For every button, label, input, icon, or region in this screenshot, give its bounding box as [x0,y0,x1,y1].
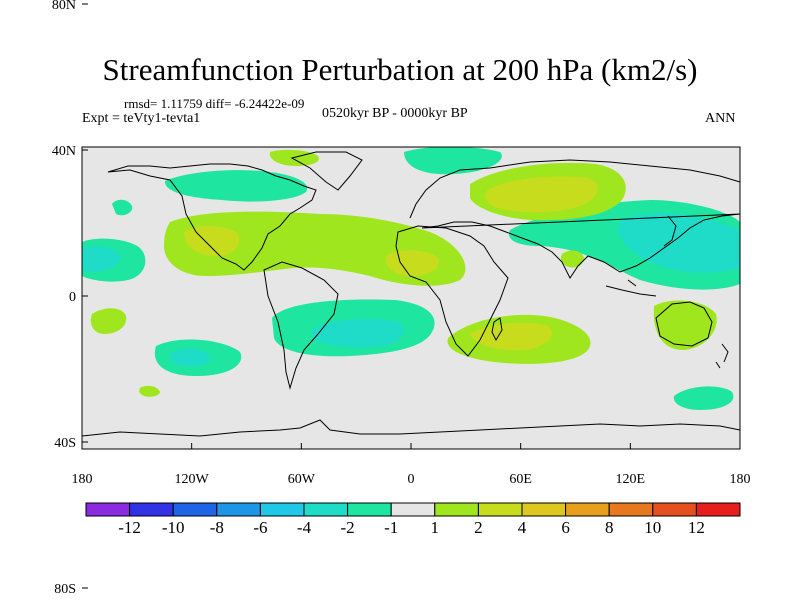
map-background [82,147,740,449]
anomaly-region-nwpac-neg [112,199,133,216]
colorbar-label: 12 [688,518,705,537]
lon-tick-label: 60W [288,472,316,487]
lat-tick-label: 80N [52,0,76,13]
colorbar-box [521,502,567,517]
colorbar-label: 4 [518,518,527,537]
colorbar-label: -6 [253,518,267,537]
anomaly-region-india-pos [560,250,584,268]
colorbar-label: -2 [341,518,355,537]
anomaly-core-south-pacific-neg [170,348,211,367]
colorbar-box [652,502,697,517]
colorbar-box [216,502,261,517]
anomaly-core-pacific-neg [82,246,121,272]
colorbar-box [172,502,218,517]
lon-tick-label: 120E [616,472,646,487]
colorbar-box [477,502,523,517]
colorbar-label: 6 [561,518,570,537]
colorbar-label: -8 [210,518,224,537]
colorbar-box [129,502,174,517]
coastline-africa [395,225,509,357]
anomaly-contours [82,146,740,410]
colorbar-box [565,502,610,517]
anomaly-core-indian-ocean-pos [470,322,552,351]
lat-tick-label: 40S [54,436,76,451]
coastline-madagascar [491,317,503,342]
colorbar-box [259,502,305,517]
longitude-axis: 180 120W 60W 0 60E 120E 180 [72,443,751,487]
anomaly-core-eurasia-pos [485,176,598,213]
colorbar-label: -10 [162,518,185,537]
lat-tick-label: 80S [54,582,76,597]
colorbar-label: -12 [118,518,141,537]
colorbar-box [434,502,479,517]
anomaly-region-small-pos [139,385,160,397]
anomaly-core-south-atlantic-neg [312,318,405,348]
lon-tick-label: 180 [730,472,751,487]
colorbar-box [390,502,436,517]
anomaly-region-southern-ocean-neg [673,386,734,410]
coastline-north-america [107,163,317,271]
colorbar-box [608,502,654,517]
coastline-antarctica [81,419,741,437]
coastlines [81,151,741,437]
stats-line: rmsd= 1.11759 diff= -6.24422e-09 [124,96,305,111]
coastline-japan [663,215,677,247]
coastline-greenland [290,151,363,191]
colorbar-labels: -12 -10 -8 -6 -4 -2 -1 1 2 4 6 8 10 12 [118,518,705,537]
anomaly-region-australia-pos [653,300,717,350]
coastline-australia [655,301,713,347]
experiment-label: Expt = teVty1-tevta1 [82,111,201,126]
colorbar-label: 8 [605,518,614,537]
anomaly-region-north-america-neg [164,170,308,202]
colorbar-label: -1 [384,518,398,537]
lon-tick-label: 120W [175,472,210,487]
lat-tick-label: 40N [52,144,76,159]
anomaly-region-arctic-neg [404,146,502,175]
colorbar-box [347,502,392,517]
colorbar-boxes [85,502,741,517]
lon-tick-label: 60E [509,472,532,487]
colorbar-box [85,502,131,517]
season-label: ANN [705,111,736,126]
lon-tick-label: 0 [408,472,415,487]
period-label: 0520kyr BP - 0000kyr BP [322,106,468,121]
lat-tick-label: 0 [69,290,76,305]
coastline-new-zealand [715,343,729,369]
latitude-axis: 80N 40N 0 40S 80S [52,0,88,597]
colorbar-box [303,502,349,517]
colorbar-label: 1 [431,518,440,537]
coastline-indonesia [605,279,657,297]
chart-title: Streamfunction Perturbation at 200 hPa (… [102,52,698,87]
colorbar-box [695,502,741,517]
lon-tick-label: 180 [72,472,93,487]
colorbar-label: 10 [644,518,661,537]
colorbar-label: 2 [474,518,483,537]
coastline-eurasia [409,159,741,279]
coastline-south-america [263,261,339,390]
anomaly-region-east-pacific-pos [90,308,127,334]
anomaly-core-east-asia-neg [618,213,740,273]
colorbar-label: -4 [297,518,312,537]
